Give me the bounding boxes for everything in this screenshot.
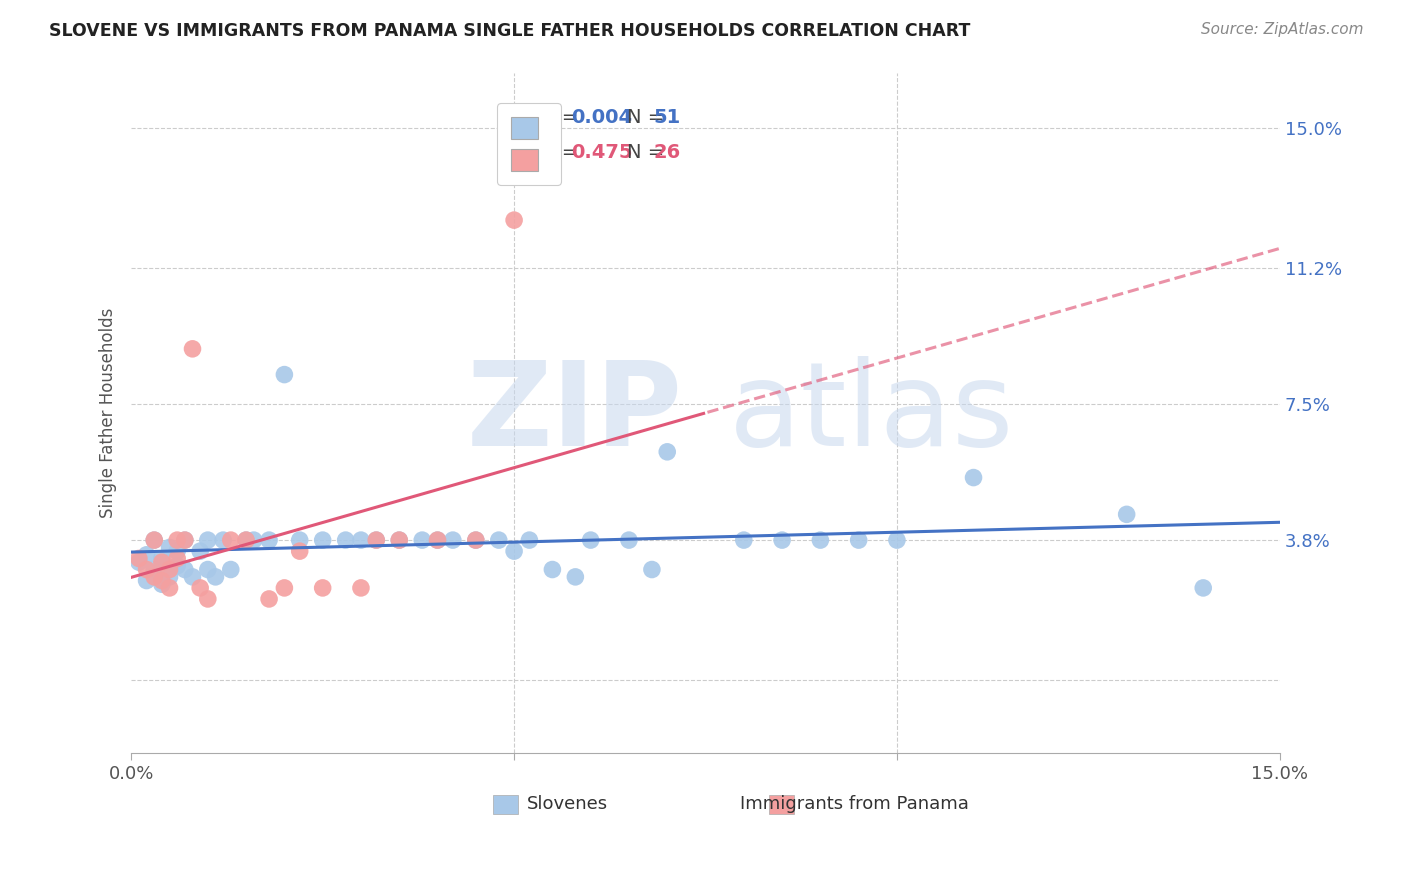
Point xyxy=(197,533,219,547)
Text: Immigrants from Panama: Immigrants from Panama xyxy=(741,796,969,814)
Text: ZIP: ZIP xyxy=(467,356,682,471)
Point xyxy=(388,533,411,547)
Point xyxy=(335,533,357,547)
Point xyxy=(366,533,388,547)
Point xyxy=(219,562,242,576)
Text: 26: 26 xyxy=(654,143,681,162)
Point xyxy=(962,470,984,484)
Point xyxy=(159,562,181,576)
Point xyxy=(150,555,173,569)
Point xyxy=(617,533,640,547)
Point xyxy=(641,562,664,576)
Point xyxy=(159,541,181,555)
Point xyxy=(128,555,150,569)
Point xyxy=(464,533,486,547)
Point xyxy=(166,533,188,547)
Point xyxy=(135,562,157,576)
Point xyxy=(135,574,157,588)
Point xyxy=(143,562,166,576)
Point xyxy=(411,533,433,547)
Point xyxy=(166,544,188,558)
Text: Source: ZipAtlas.com: Source: ZipAtlas.com xyxy=(1201,22,1364,37)
Point xyxy=(150,574,173,588)
Point xyxy=(1115,508,1137,522)
Text: Slovenes: Slovenes xyxy=(527,796,609,814)
Point xyxy=(143,533,166,547)
Point xyxy=(235,533,257,547)
Point xyxy=(235,533,257,547)
Point xyxy=(135,548,157,562)
Point xyxy=(181,342,204,356)
Point xyxy=(181,570,204,584)
Point xyxy=(848,533,870,547)
Point xyxy=(426,533,449,547)
Point xyxy=(150,551,173,566)
Point xyxy=(1192,581,1215,595)
Point xyxy=(188,544,211,558)
Point xyxy=(219,533,242,547)
Point xyxy=(388,533,411,547)
Point xyxy=(257,533,280,547)
Point xyxy=(173,533,195,547)
Point xyxy=(350,533,373,547)
Point xyxy=(311,533,333,547)
Point xyxy=(159,570,181,584)
Text: N =: N = xyxy=(627,108,671,128)
Point xyxy=(579,533,602,547)
Bar xyxy=(769,795,794,814)
Point xyxy=(204,570,226,584)
Point xyxy=(366,533,388,547)
Point xyxy=(197,591,219,606)
Point xyxy=(273,368,295,382)
Point xyxy=(426,533,449,547)
Text: atlas: atlas xyxy=(728,356,1014,471)
Point xyxy=(311,581,333,595)
Point xyxy=(242,533,264,547)
Point xyxy=(257,591,280,606)
Point xyxy=(503,544,526,558)
Text: R =: R = xyxy=(543,143,585,162)
Point xyxy=(166,558,188,573)
Text: 0.004: 0.004 xyxy=(571,108,633,128)
Point xyxy=(441,533,464,547)
Text: R =: R = xyxy=(543,108,585,128)
Point xyxy=(733,533,755,547)
Point xyxy=(464,533,486,547)
Point xyxy=(541,562,564,576)
Point xyxy=(166,551,188,566)
Point xyxy=(212,533,235,547)
Text: SLOVENE VS IMMIGRANTS FROM PANAMA SINGLE FATHER HOUSEHOLDS CORRELATION CHART: SLOVENE VS IMMIGRANTS FROM PANAMA SINGLE… xyxy=(49,22,970,40)
Point xyxy=(657,445,679,459)
Point xyxy=(173,533,195,547)
Point xyxy=(159,581,181,595)
Point xyxy=(564,570,586,584)
Point xyxy=(519,533,541,547)
Point xyxy=(488,533,510,547)
Legend: , : , xyxy=(498,103,561,185)
Point xyxy=(128,551,150,566)
Point xyxy=(808,533,831,547)
Y-axis label: Single Father Households: Single Father Households xyxy=(100,308,117,518)
Text: 51: 51 xyxy=(654,108,681,128)
Text: 0.475: 0.475 xyxy=(571,143,633,162)
Point xyxy=(350,581,373,595)
Point xyxy=(143,533,166,547)
Point xyxy=(886,533,908,547)
Point xyxy=(143,570,166,584)
Point xyxy=(197,562,219,576)
Point xyxy=(288,533,311,547)
Text: N =: N = xyxy=(627,143,671,162)
Point xyxy=(150,577,173,591)
Point xyxy=(173,562,195,576)
Point xyxy=(288,544,311,558)
Point xyxy=(273,581,295,595)
Point xyxy=(770,533,793,547)
Point xyxy=(503,213,526,227)
Bar xyxy=(494,795,519,814)
Point xyxy=(188,581,211,595)
